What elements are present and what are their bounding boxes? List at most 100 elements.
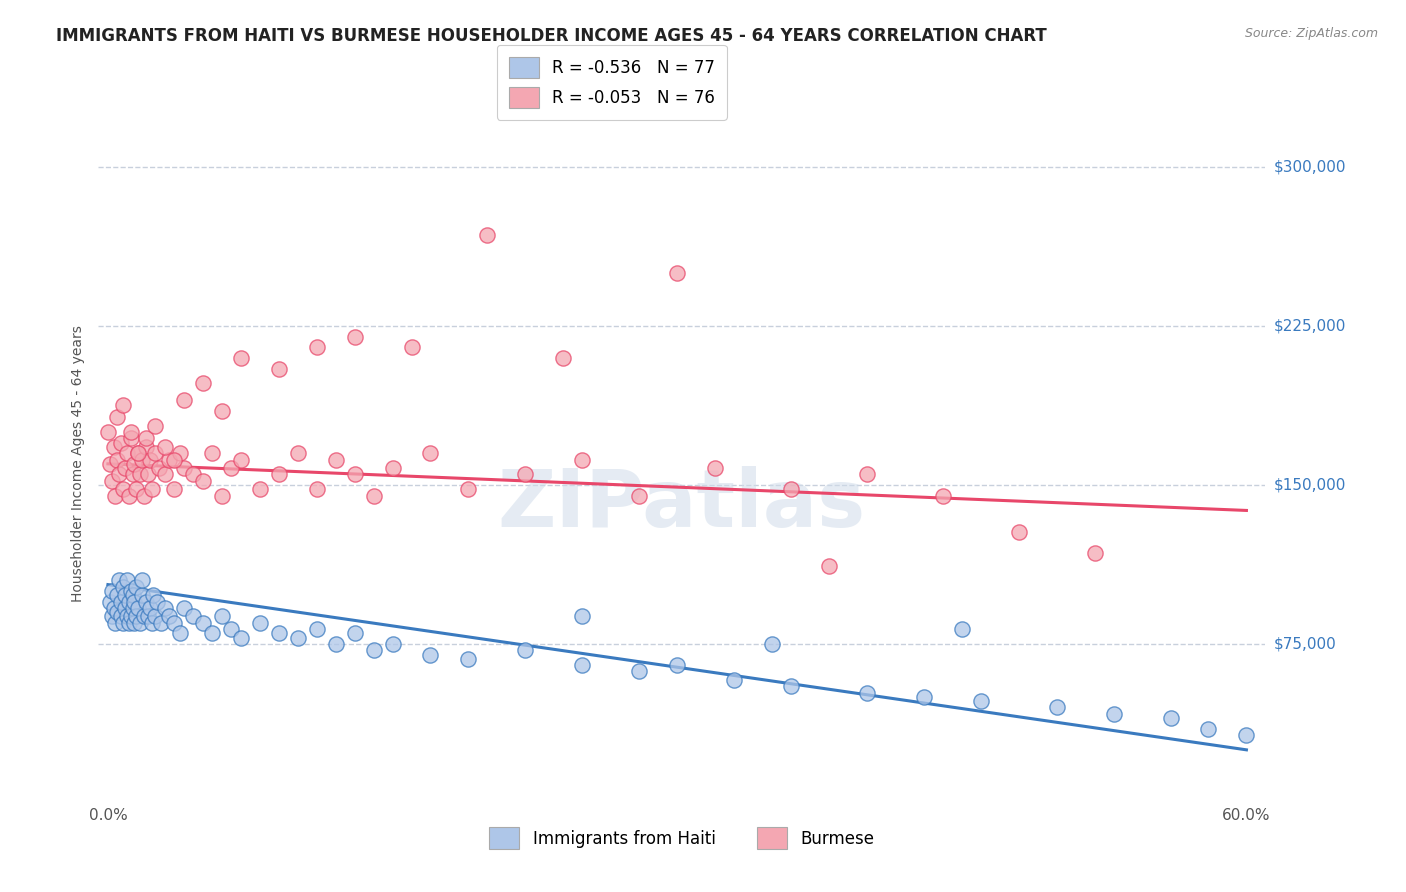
Point [163,615,186,630]
Point [143,446,166,460]
Point [163,452,186,467]
Point [121,601,143,615]
Point [100,609,122,624]
Point [970,694,993,708]
Point [628,489,651,503]
Point [153,440,176,454]
Point [124,457,146,471]
Point [131,452,153,467]
Text: $300,000: $300,000 [1274,160,1346,175]
Point [780,482,803,496]
Point [100,583,122,598]
Point [115,609,138,624]
Text: $225,000: $225,000 [1274,318,1346,334]
Point [120,432,142,446]
Point [343,330,366,344]
Point [153,467,176,482]
Point [124,615,146,630]
Point [628,665,651,679]
Point [125,482,148,496]
Point [305,482,328,496]
Point [118,594,141,608]
Point [515,643,537,657]
Point [169,626,191,640]
Legend: Immigrants from Haiti, Burmese: Immigrants from Haiti, Burmese [482,821,882,855]
Point [121,588,143,602]
Y-axis label: Householder Income Ages 45 - 64 years: Householder Income Ages 45 - 64 years [72,326,86,602]
Point [150,615,173,630]
Point [141,482,163,496]
Point [115,446,138,460]
Point [515,467,537,482]
Point [143,609,166,624]
Point [191,615,214,630]
Point [856,467,879,482]
Point [121,467,143,482]
Point [381,461,404,475]
Point [125,609,148,624]
Point [249,615,271,630]
Point [325,637,347,651]
Point [124,594,146,608]
Point [138,452,160,467]
Point [98,457,121,471]
Point [287,631,309,645]
Point [132,609,155,624]
Point [173,461,195,475]
Point [704,461,727,475]
Text: $150,000: $150,000 [1274,477,1346,492]
Point [1084,546,1107,560]
Point [571,452,593,467]
Point [723,673,745,687]
Point [104,615,127,630]
Point [112,398,135,412]
Point [553,351,575,365]
Point [118,615,141,630]
Point [477,228,499,243]
Point [105,605,128,619]
Point [148,461,170,475]
Point [120,425,142,439]
Point [1236,728,1258,742]
Point [229,452,252,467]
Point [229,631,252,645]
Point [932,489,955,503]
Point [229,351,252,365]
Point [127,446,149,460]
Point [181,467,204,482]
Point [343,467,366,482]
Point [115,574,138,588]
Point [136,467,159,482]
Point [114,461,136,475]
Point [103,440,125,454]
Point [287,446,309,460]
Point [146,594,169,608]
Point [419,648,441,662]
Point [141,615,163,630]
Point [169,446,191,460]
Point [129,467,152,482]
Text: Source: ZipAtlas.com: Source: ZipAtlas.com [1244,27,1378,40]
Point [363,643,385,657]
Point [163,482,186,496]
Point [267,467,290,482]
Point [305,340,328,354]
Point [112,615,135,630]
Point [120,609,142,624]
Point [114,588,136,602]
Text: ZIPatlas: ZIPatlas [498,466,866,543]
Point [131,588,153,602]
Point [181,609,204,624]
Text: IMMIGRANTS FROM HAITI VS BURMESE HOUSEHOLDER INCOME AGES 45 - 64 YEARS CORRELATI: IMMIGRANTS FROM HAITI VS BURMESE HOUSEHO… [56,27,1047,45]
Point [325,452,347,467]
Text: $75,000: $75,000 [1274,636,1337,651]
Point [1046,700,1069,714]
Point [1102,706,1125,721]
Point [110,435,132,450]
Point [153,601,176,615]
Point [363,489,385,503]
Point [110,594,132,608]
Point [571,658,593,673]
Point [381,637,404,651]
Point [127,446,149,460]
